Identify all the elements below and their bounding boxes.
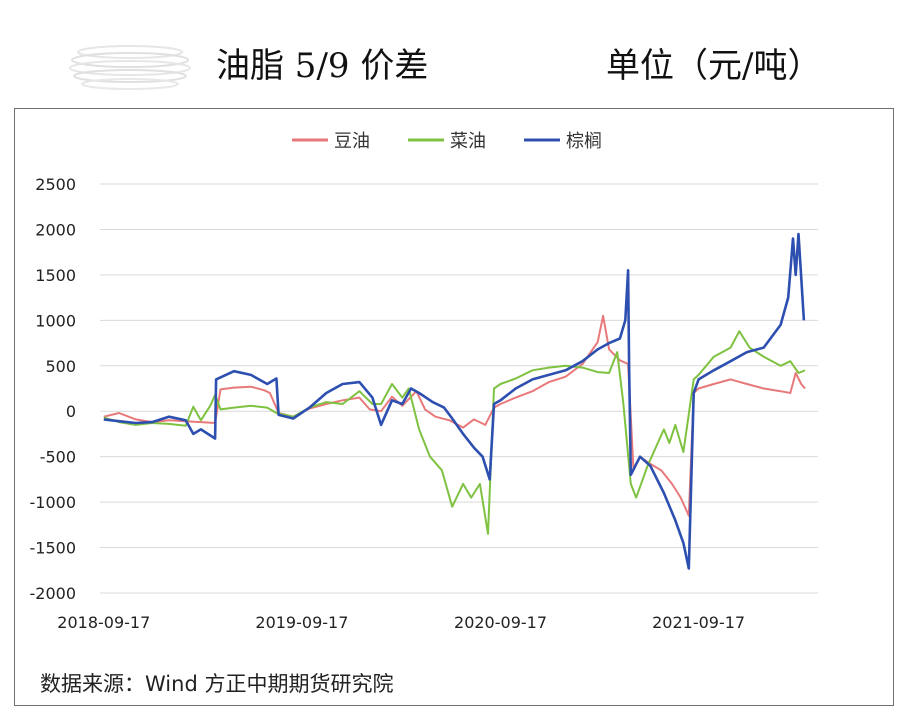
x-tick-label: 2018-09-17 (57, 613, 150, 632)
data-source-note: 数据来源：Wind 方正中期期货研究院 (40, 672, 394, 696)
y-tick-label: -1500 (30, 539, 77, 558)
y-tick-label: 0 (66, 402, 76, 421)
x-tick-label: 2020-09-17 (454, 613, 547, 632)
series-line-3 (103, 232, 806, 570)
legend-label: 豆油 (334, 131, 370, 152)
chart-title: 油脂 5/9 价差 (216, 46, 429, 86)
unit-label: 单位（元/吨） (606, 46, 822, 86)
chart-header: 油脂 5/9 价差 单位（元/吨） (0, 0, 910, 100)
x-axis-ticks: 2018-09-17 2019-09-17 2020-09-17 2021-09-17 (57, 613, 745, 632)
series-line-1 (103, 314, 806, 517)
y-tick-label: 1500 (35, 266, 76, 285)
legend-label: 棕榈 (566, 131, 602, 152)
logo-swirl-icon (69, 45, 191, 90)
y-tick-label: 1000 (35, 311, 76, 330)
y-tick-label: 500 (45, 357, 76, 376)
y-tick-label: -500 (40, 448, 76, 467)
series-lines (103, 232, 806, 570)
y-tick-label: 2000 (35, 220, 76, 239)
legend-label: 菜油 (450, 131, 486, 152)
series-line-2 (103, 330, 806, 535)
x-tick-label: 2021-09-17 (652, 613, 745, 632)
x-tick-label: 2019-09-17 (255, 613, 348, 632)
y-tick-label: -1000 (30, 493, 77, 512)
y-tick-label: 2500 (35, 175, 76, 194)
legend: 豆油 菜油 棕榈 (292, 131, 602, 152)
chart-frame (14, 108, 894, 706)
y-tick-label: -2000 (30, 584, 77, 603)
y-axis-ticks: 2500 2000 1500 1000 500 0 -500 -1000 -1500 -2000 (30, 175, 77, 603)
chart-grid (100, 183, 818, 594)
